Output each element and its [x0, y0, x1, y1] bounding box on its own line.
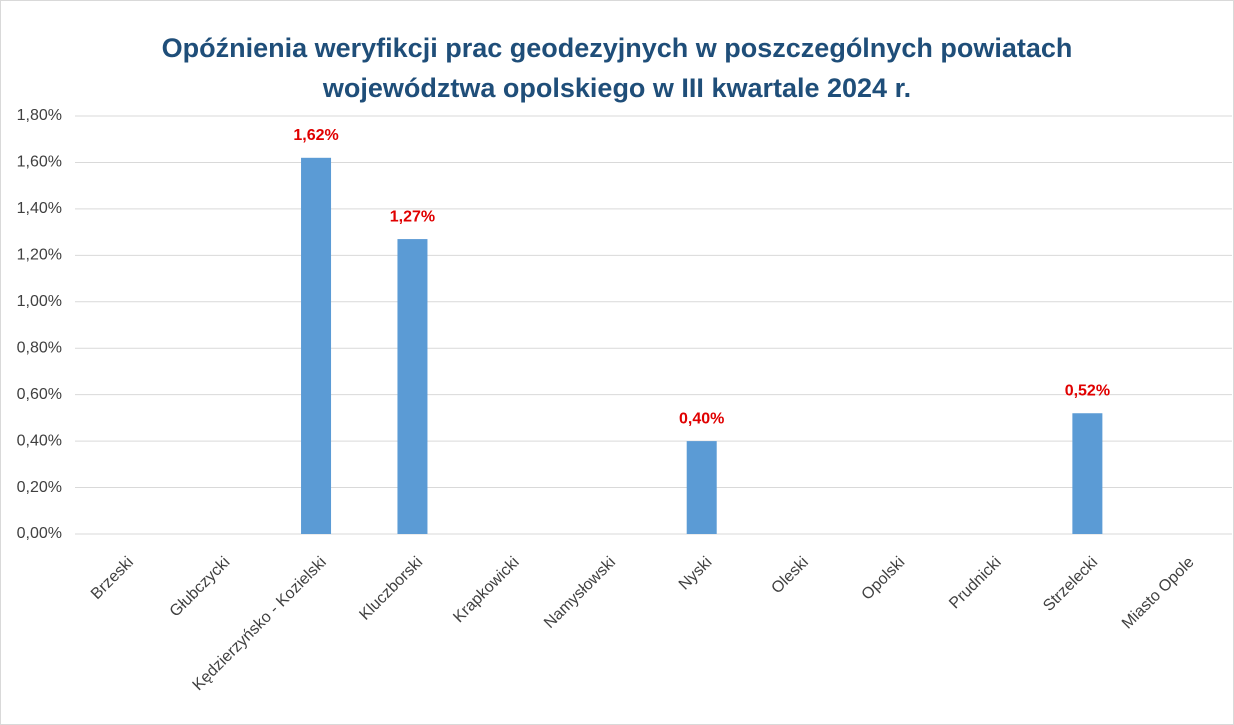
y-tick-label: 0,40%: [17, 432, 62, 449]
y-tick-label: 0,20%: [17, 479, 62, 496]
value-label: 1,27%: [390, 208, 435, 225]
y-tick-label: 0,60%: [17, 386, 62, 403]
y-tick-label: 1,40%: [17, 200, 62, 217]
y-tick-label: 0,00%: [17, 525, 62, 542]
bar: [397, 239, 428, 535]
y-tick-label: 1,80%: [17, 107, 62, 124]
value-label: 0,52%: [1065, 382, 1110, 399]
y-tick-label: 1,20%: [17, 247, 62, 264]
chart-title: Opóźnienia weryfikcji prac geodezyjnych …: [162, 33, 1073, 63]
bar: [1072, 413, 1103, 534]
y-tick-label: 1,00%: [17, 293, 62, 310]
bar: [301, 157, 332, 535]
y-tick-label: 1,60%: [17, 154, 62, 171]
y-tick-label: 0,80%: [17, 339, 62, 356]
value-label: 1,62%: [293, 127, 338, 144]
value-label: 0,40%: [679, 410, 724, 427]
chart-title: województwa opolskiego w III kwartale 20…: [322, 73, 911, 103]
bar: [686, 441, 717, 534]
